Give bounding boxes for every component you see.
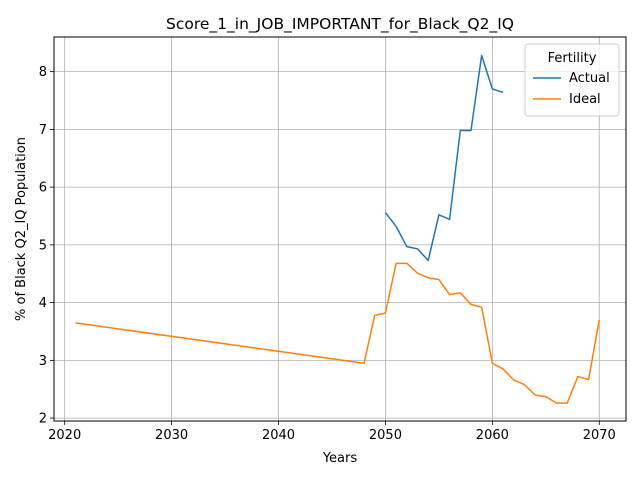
x-axis-label: Years <box>322 451 358 466</box>
legend-label-actual: Actual <box>569 71 610 86</box>
legend-box <box>524 43 620 117</box>
x-axis-ticks: 2020 2030 2040 2050 2060 2070 <box>48 421 616 443</box>
x-tick-label: 2020 <box>48 428 81 443</box>
y-axis-ticks: 2 3 4 5 6 7 8 <box>39 65 54 427</box>
grid-lines <box>54 37 626 421</box>
y-tick-label: 8 <box>39 65 47 80</box>
x-tick-label: 2030 <box>155 428 188 443</box>
y-tick-label: 4 <box>39 296 47 311</box>
legend-title: Fertility <box>548 51 597 66</box>
legend-label-ideal: Ideal <box>569 92 601 107</box>
chart-title: Score_1_in_JOB_IMPORTANT_for_Black_Q2_IQ <box>166 15 514 34</box>
y-tick-label: 5 <box>39 238 47 253</box>
x-tick-label: 2040 <box>262 428 295 443</box>
plot-frame <box>53 36 627 422</box>
series-line-actual <box>384 54 504 262</box>
y-tick-label: 3 <box>39 354 47 369</box>
y-tick-label: 6 <box>39 181 47 196</box>
series-lines <box>75 54 601 404</box>
y-tick-label: 2 <box>39 412 47 427</box>
series-line-ideal <box>75 262 601 404</box>
y-axis-label: % of Black Q2_IQ Population <box>14 137 29 321</box>
x-tick-label: 2050 <box>369 428 402 443</box>
y-tick-label: 7 <box>39 123 47 138</box>
legend: Fertility Actual Ideal <box>524 43 620 117</box>
x-tick-label: 2060 <box>476 428 509 443</box>
x-tick-label: 2070 <box>583 428 616 443</box>
